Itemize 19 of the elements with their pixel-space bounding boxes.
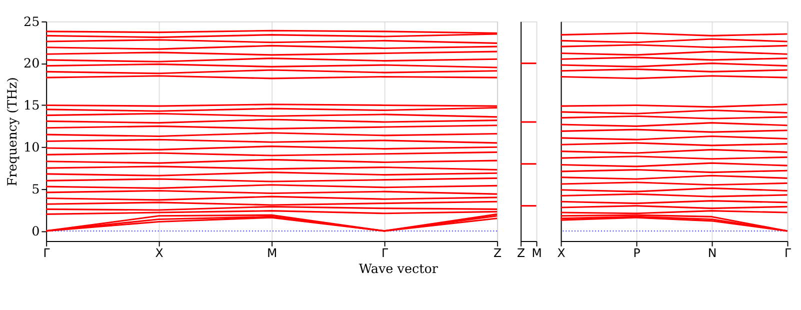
x-tick-label: Γ bbox=[784, 246, 792, 260]
y-tick-label: 5 bbox=[32, 182, 40, 198]
x-tick-label: X bbox=[155, 246, 164, 260]
y-axis-title: Frequency (THz) bbox=[6, 77, 21, 186]
x-tick-label: P bbox=[633, 246, 640, 260]
x-tick-label: M bbox=[532, 246, 542, 260]
x-tick-label: Γ bbox=[382, 246, 389, 260]
x-tick-label: N bbox=[708, 246, 717, 260]
y-tick-label: 0 bbox=[32, 224, 40, 240]
y-tick-label: 25 bbox=[23, 14, 40, 30]
x-tick-label: Z bbox=[517, 246, 526, 260]
x-tick-label: Z bbox=[494, 246, 502, 260]
x-tick-label: M bbox=[266, 246, 278, 260]
y-tick-label: 20 bbox=[23, 56, 40, 72]
x-axis-title: Wave vector bbox=[358, 262, 439, 277]
y-tick-label: 10 bbox=[23, 140, 40, 156]
x-tick-label: X bbox=[557, 246, 566, 260]
y-tick-label: 15 bbox=[23, 98, 40, 114]
x-tick-label: Γ bbox=[43, 246, 50, 260]
